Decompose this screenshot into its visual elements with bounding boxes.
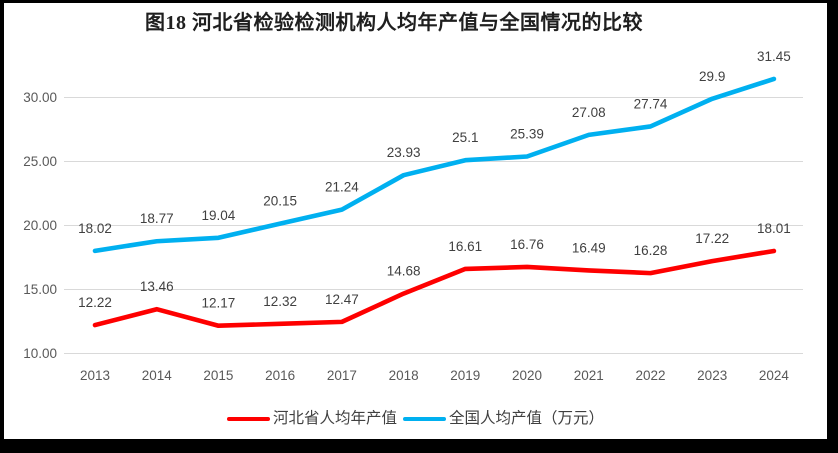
x-axis-tick-label: 2017 bbox=[327, 368, 357, 383]
series-line-hebei bbox=[92, 248, 777, 329]
data-label: 29.9 bbox=[699, 69, 725, 84]
line-chart-plot-area: 10.00 15.00 20.00 25.00 30.00 2013 2014 2015 201… bbox=[23, 49, 803, 383]
data-label: 21.24 bbox=[325, 180, 359, 195]
legend-label-national: 全国人均产值（万元） bbox=[449, 410, 605, 427]
legend-item-hebei: 河北省人均年产值 bbox=[226, 408, 397, 430]
legend-line-swatch-national bbox=[403, 416, 446, 422]
x-axis-tick-label: 2023 bbox=[697, 368, 727, 383]
data-label: 16.76 bbox=[510, 237, 544, 252]
data-label: 16.49 bbox=[572, 240, 606, 255]
data-label: 27.74 bbox=[634, 96, 668, 111]
data-label: 23.93 bbox=[387, 145, 421, 160]
x-axis-tick-label: 2015 bbox=[203, 368, 233, 383]
data-label: 13.46 bbox=[140, 279, 174, 294]
data-label: 12.17 bbox=[202, 296, 236, 311]
y-axis-tick-label: 10.00 bbox=[23, 346, 57, 361]
x-axis-tick-label: 2018 bbox=[389, 368, 419, 383]
y-axis-tick-label: 25.00 bbox=[23, 154, 57, 169]
y-axis-tick-label: 20.00 bbox=[23, 218, 57, 233]
data-label: 16.61 bbox=[448, 239, 482, 254]
data-label: 18.02 bbox=[78, 221, 112, 236]
data-label: 12.47 bbox=[325, 292, 359, 307]
data-label: 19.04 bbox=[202, 208, 236, 223]
data-label: 12.32 bbox=[263, 294, 297, 309]
data-label: 20.15 bbox=[263, 194, 297, 209]
legend-item-national: 全国人均产值（万元） bbox=[403, 408, 604, 430]
legend-label-hebei: 河北省人均年产值 bbox=[272, 410, 397, 427]
series-line-national bbox=[92, 76, 777, 254]
data-label: 27.08 bbox=[572, 105, 606, 120]
legend-line-swatch-hebei bbox=[226, 416, 270, 422]
x-axis-tick-label: 2021 bbox=[574, 368, 604, 383]
y-axis-tick-label: 30.00 bbox=[23, 90, 57, 105]
chart-legend: 河北省人均年产值 全国人均产值（万元） bbox=[4, 407, 827, 431]
data-label: 18.77 bbox=[140, 211, 174, 226]
data-label: 25.39 bbox=[510, 127, 544, 142]
data-label: 17.22 bbox=[695, 231, 729, 246]
x-axis-tick-label: 2022 bbox=[635, 368, 665, 383]
data-label: 16.28 bbox=[634, 243, 668, 258]
x-axis-tick-label: 2016 bbox=[265, 368, 295, 383]
x-axis-tick-label: 2024 bbox=[759, 368, 790, 383]
data-label: 25.1 bbox=[452, 130, 478, 145]
x-axis-tick-label: 2019 bbox=[450, 368, 480, 383]
x-axis-tick-label: 2013 bbox=[80, 368, 110, 383]
chart-title: 图18 河北省检验检测机构人均年产值与全国情况的比较 bbox=[145, 12, 643, 34]
x-axis-tick-label: 2014 bbox=[142, 368, 173, 383]
data-label: 18.01 bbox=[757, 221, 791, 236]
data-label: 31.45 bbox=[757, 49, 791, 64]
y-axis-tick-label: 15.00 bbox=[23, 282, 57, 297]
data-label: 14.68 bbox=[387, 264, 421, 279]
x-axis-tick-label: 2020 bbox=[512, 368, 542, 383]
data-label: 12.22 bbox=[78, 295, 112, 310]
